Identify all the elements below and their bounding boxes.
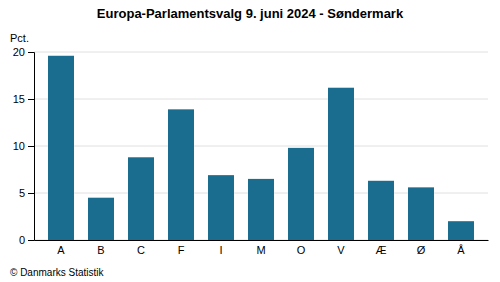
x-tick: I (219, 244, 222, 256)
bar (208, 175, 234, 240)
y-tick: 10 (13, 140, 34, 152)
y-tick-mark (28, 193, 34, 194)
y-axis: 0 5 10 15 20 (13, 46, 35, 246)
x-tick-label: A (57, 244, 65, 256)
y-tick-mark (28, 146, 34, 147)
grid-line (34, 52, 488, 53)
bar (328, 88, 354, 240)
y-tick-mark (28, 52, 34, 53)
x-tick-label: F (178, 244, 185, 256)
bar (368, 181, 394, 240)
y-axis-line (28, 53, 35, 241)
x-tick-label: I (219, 244, 222, 256)
x-tick: O (297, 244, 306, 256)
title: Europa-Parlamentsvalg 9. juni 2024 - Søn… (97, 6, 404, 21)
y-tick-label: 10 (13, 140, 25, 152)
y-tick-label: 15 (13, 93, 25, 105)
bar (448, 221, 474, 240)
bars (48, 56, 474, 240)
x-tick-label: C (137, 244, 145, 256)
grid-line (34, 146, 488, 147)
grid-line (34, 99, 488, 100)
y-tick-label: 0 (19, 234, 25, 246)
chart-container: Europa-Parlamentsvalg 9. juni 2024 - Søn… (0, 0, 500, 282)
bar (48, 56, 74, 240)
x-tick-label: B (97, 244, 104, 256)
bar (128, 157, 154, 240)
y-tick: 0 (19, 234, 34, 246)
x-tick: B (97, 244, 104, 256)
y-tick-mark (28, 99, 34, 100)
x-tick: Ø (417, 244, 426, 256)
x-tick-label: V (337, 244, 345, 256)
x-tick-label: Æ (376, 244, 387, 256)
footer: © Danmarks Statistik (10, 267, 105, 278)
x-tick: F (178, 244, 185, 256)
bar (168, 109, 194, 240)
plot-area: A B C F I M O V Æ Ø Å 0 5 10 15 20 (13, 46, 489, 256)
chart-svg: Europa-Parlamentsvalg 9. juni 2024 - Søn… (0, 0, 500, 282)
y-tick-label: 5 (19, 187, 25, 199)
y-tick-label: 20 (13, 46, 25, 58)
y-label: Pct. (10, 32, 29, 44)
x-tick-label: Ø (417, 244, 426, 256)
bar (288, 148, 314, 240)
grid (34, 52, 488, 240)
y-tick: 5 (19, 187, 34, 199)
x-tick: Å (457, 244, 465, 256)
y-tick: 20 (13, 46, 34, 58)
x-tick: M (256, 244, 265, 256)
x-tick: V (337, 244, 345, 256)
bar (248, 179, 274, 240)
bar (408, 187, 434, 240)
x-tick: C (137, 244, 145, 256)
x-axis-line (35, 240, 489, 241)
x-tick-label: M (256, 244, 265, 256)
x-tick-label: Å (457, 244, 465, 256)
bar (88, 198, 114, 240)
x-tick-label: O (297, 244, 306, 256)
x-tick: Æ (376, 244, 387, 256)
y-tick-mark (28, 240, 34, 241)
x-tick: A (57, 244, 65, 256)
y-tick: 15 (13, 93, 34, 105)
x-axis: ABCFIMOVÆØÅ (35, 241, 489, 256)
